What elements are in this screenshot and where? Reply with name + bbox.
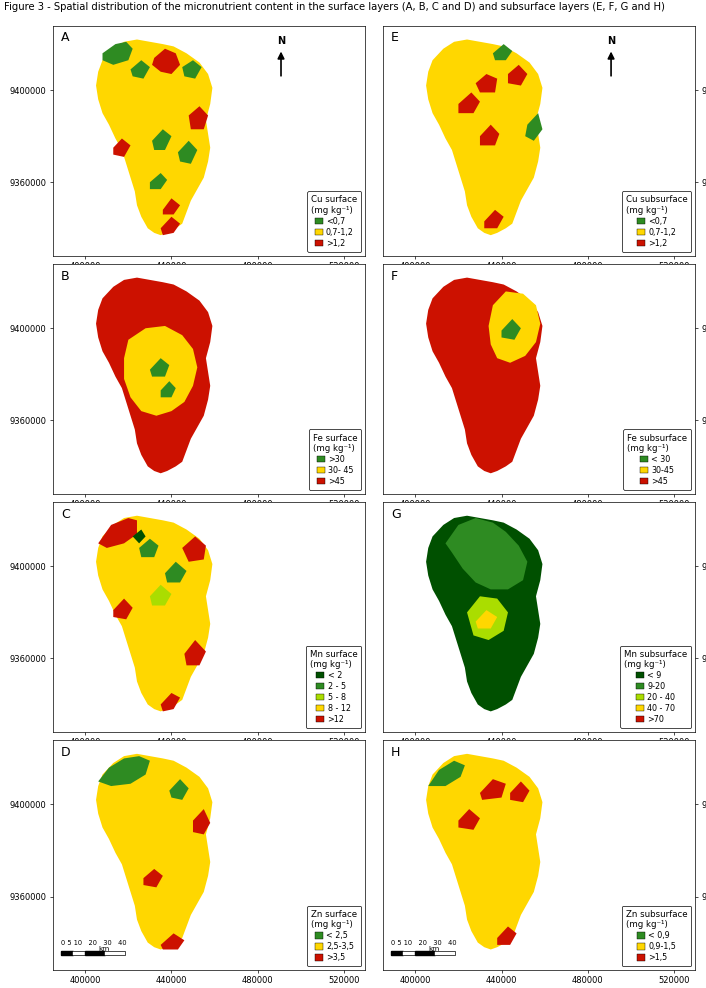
Bar [73, 950, 85, 954]
Polygon shape [152, 48, 180, 74]
Polygon shape [161, 381, 176, 397]
Polygon shape [124, 326, 197, 416]
Polygon shape [131, 60, 150, 79]
Polygon shape [143, 868, 163, 887]
Text: H: H [391, 746, 400, 759]
Polygon shape [139, 538, 159, 557]
Polygon shape [133, 530, 145, 543]
Bar [435, 950, 455, 954]
Text: N: N [607, 37, 615, 46]
Legend: <0,7, 0,7-1,2, >1,2: <0,7, 0,7-1,2, >1,2 [621, 192, 691, 252]
Bar [85, 950, 104, 954]
Text: 0 5 10   20   30   40: 0 5 10 20 30 40 [391, 940, 457, 947]
Bar [402, 950, 414, 954]
Polygon shape [458, 809, 480, 830]
Text: D: D [61, 746, 71, 759]
Polygon shape [480, 780, 505, 800]
Polygon shape [150, 585, 172, 606]
Polygon shape [484, 209, 503, 228]
Polygon shape [161, 934, 184, 949]
Text: A: A [61, 32, 69, 44]
Polygon shape [189, 107, 208, 129]
Bar [391, 950, 402, 954]
Text: 0 5 10   20   30   40: 0 5 10 20 30 40 [61, 940, 126, 947]
Legend: < 9, 9-20, 20 - 40, 40 - 70, >70: < 9, 9-20, 20 - 40, 40 - 70, >70 [620, 645, 691, 728]
Polygon shape [98, 518, 137, 548]
Polygon shape [150, 173, 167, 189]
Polygon shape [98, 756, 150, 786]
Polygon shape [96, 40, 213, 235]
Polygon shape [458, 93, 480, 114]
Text: N: N [277, 37, 285, 46]
Polygon shape [193, 809, 210, 835]
Polygon shape [113, 138, 131, 157]
Polygon shape [165, 562, 186, 583]
Polygon shape [182, 536, 206, 562]
Polygon shape [184, 640, 206, 665]
Polygon shape [102, 41, 133, 65]
Legend: < 2, 2 - 5, 5 - 8, 8 - 12, >12: < 2, 2 - 5, 5 - 8, 8 - 12, >12 [306, 645, 361, 728]
Bar [391, 950, 455, 954]
Polygon shape [161, 693, 180, 711]
Polygon shape [178, 141, 197, 164]
Legend: < 2,5, 2,5-3,5, >3,5: < 2,5, 2,5-3,5, >3,5 [307, 906, 361, 966]
Text: Figure 3 - Spatial distribution of the micronutrient content in the surface laye: Figure 3 - Spatial distribution of the m… [4, 2, 664, 12]
Text: B: B [61, 270, 69, 283]
Legend: >30, 30- 45, >45: >30, 30- 45, >45 [309, 430, 361, 490]
Text: F: F [391, 270, 398, 283]
Legend: <0,7, 0,7-1,2, >1,2: <0,7, 0,7-1,2, >1,2 [307, 192, 361, 252]
Polygon shape [96, 516, 213, 711]
Bar [104, 950, 125, 954]
Polygon shape [169, 780, 189, 800]
Polygon shape [493, 44, 513, 60]
Polygon shape [480, 124, 499, 145]
Bar [414, 950, 435, 954]
Polygon shape [426, 40, 542, 235]
Polygon shape [163, 199, 180, 214]
Text: km: km [98, 946, 109, 951]
Polygon shape [429, 761, 465, 786]
Polygon shape [426, 754, 542, 949]
Text: C: C [61, 508, 69, 521]
Polygon shape [501, 319, 521, 340]
Polygon shape [497, 927, 517, 945]
Polygon shape [426, 278, 542, 473]
Text: km: km [429, 946, 440, 951]
Polygon shape [152, 129, 172, 150]
Polygon shape [182, 60, 202, 79]
Polygon shape [96, 278, 213, 473]
Polygon shape [161, 216, 180, 235]
Text: G: G [391, 508, 400, 521]
Polygon shape [429, 283, 476, 314]
Bar [61, 950, 125, 954]
Polygon shape [445, 518, 527, 590]
Polygon shape [426, 516, 542, 711]
Legend: < 0,9, 0,9-1,5, >1,5: < 0,9, 0,9-1,5, >1,5 [622, 906, 691, 966]
Polygon shape [510, 782, 530, 802]
Legend: < 30, 30-45, >45: < 30, 30-45, >45 [623, 430, 691, 490]
Bar [61, 950, 73, 954]
Polygon shape [467, 597, 508, 640]
Polygon shape [150, 359, 169, 376]
Polygon shape [113, 599, 133, 619]
Polygon shape [476, 611, 497, 628]
Text: E: E [391, 32, 399, 44]
Polygon shape [476, 74, 497, 93]
Polygon shape [489, 291, 540, 363]
Polygon shape [96, 754, 213, 949]
Polygon shape [525, 114, 542, 141]
Polygon shape [508, 65, 527, 86]
